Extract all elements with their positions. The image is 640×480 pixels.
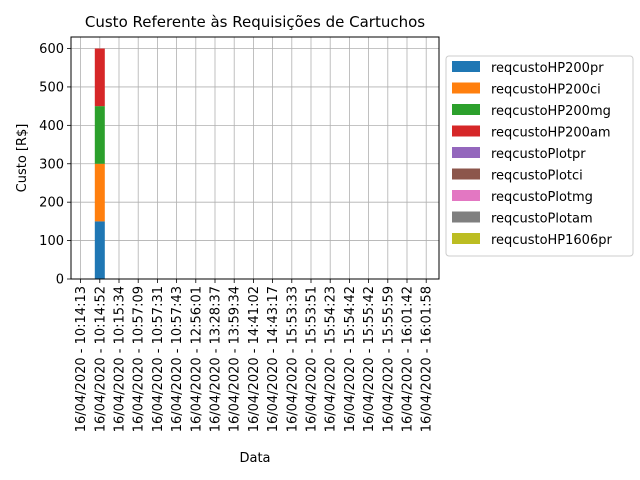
y-tick-label: 100 [39, 234, 64, 249]
y-tick-label: 400 [39, 119, 64, 134]
legend-label: reqcustoPlotmg [491, 190, 593, 205]
plot-frame [70, 36, 440, 280]
x-tick-label: 16/04/2020 - 10:57:09 [132, 286, 147, 432]
legend-label: reqcustoHP200am [491, 126, 611, 141]
legend-label: reqcustoHP200mg [491, 104, 611, 119]
x-tick-label: 16/04/2020 - 13:28:37 [209, 286, 224, 432]
legend-swatch-reqcustoPlotci [452, 168, 480, 180]
x-tick-label: 16/04/2020 - 10:57:43 [170, 286, 185, 432]
bar-segment-reqcustoHP200am [94, 48, 105, 107]
legend-label: reqcustoPlotci [491, 169, 583, 184]
y-axis-label: Custo [R$] [15, 124, 30, 193]
chart-title: Custo Referente às Requisições de Cartuc… [85, 13, 425, 31]
x-tick-label: 16/04/2020 - 10:57:31 [151, 286, 166, 432]
legend-swatch-reqcustoPlotpr [452, 147, 480, 158]
legend-label: reqcustoPlotam [491, 212, 593, 227]
x-tick-label: 16/04/2020 - 15:53:51 [305, 286, 320, 432]
x-tick-label: 16/04/2020 - 15:53:33 [285, 286, 300, 432]
legend-swatch-reqcustoHP200ci [452, 82, 480, 94]
legend-label: reqcustoHP200ci [491, 83, 601, 98]
x-tick-label: 16/04/2020 - 14:43:17 [266, 286, 281, 432]
y-tick-label: 200 [39, 196, 64, 211]
legend-swatch-reqcustoHP1606pr [452, 233, 480, 244]
y-tick-label: 600 [39, 42, 64, 57]
legend-swatch-reqcustoHP200mg [452, 104, 480, 115]
x-tick-label: 16/04/2020 - 16:01:42 [401, 286, 416, 432]
legend-swatch-reqcustoHP200am [452, 125, 480, 137]
bars [94, 48, 105, 279]
legend-label: reqcustoHP200pr [491, 61, 604, 76]
x-tick-label: 16/04/2020 - 10:14:13 [74, 286, 89, 432]
x-tick-label: 16/04/2020 - 15:55:42 [362, 286, 377, 432]
legend-swatch-reqcustoPlotam [452, 211, 480, 223]
y-tick-label: 500 [39, 80, 64, 95]
x-tick-label: 16/04/2020 - 13:59:34 [228, 286, 243, 432]
y-tick-label: 300 [39, 157, 64, 172]
x-tick-label: 16/04/2020 - 16:01:58 [420, 286, 435, 432]
legend-frame [445, 55, 634, 257]
bar-segment-reqcustoHP200ci [94, 163, 105, 222]
grid [71, 37, 439, 280]
legend-swatch-reqcustoHP200pr [452, 61, 480, 72]
x-axis-label: Data [239, 451, 270, 466]
x-axis-ticks: 16/04/2020 - 10:14:13 16/04/2020 - 10:14:… [74, 279, 435, 432]
legend: reqcustoHP200pr reqcustoHP200ci reqcustoHP… [445, 55, 634, 257]
y-tick-label: 0 [56, 273, 64, 288]
x-tick-label: 16/04/2020 - 15:54:42 [343, 286, 358, 432]
legend-swatch-reqcustoPlotmg [452, 190, 480, 201]
x-tick-label: 16/04/2020 - 15:54:23 [324, 286, 339, 432]
x-tick-label: 16/04/2020 - 15:55:59 [381, 286, 396, 432]
legend-label: reqcustoHP1606pr [491, 233, 612, 248]
bar-segment-reqcustoHP200pr [94, 221, 105, 279]
legend-label: reqcustoPlotpr [491, 147, 586, 162]
x-tick-label: 16/04/2020 - 14:41:02 [247, 286, 262, 432]
x-tick-label: 16/04/2020 - 12:56:01 [189, 286, 204, 432]
y-axis-ticks: 0 100 200 300 400 500 600 [39, 42, 71, 288]
x-tick-label: 16/04/2020 - 10:15:34 [113, 286, 128, 432]
x-tick-label: 16/04/2020 - 10:14:52 [93, 286, 108, 432]
bar-segment-reqcustoHP200mg [94, 106, 105, 164]
